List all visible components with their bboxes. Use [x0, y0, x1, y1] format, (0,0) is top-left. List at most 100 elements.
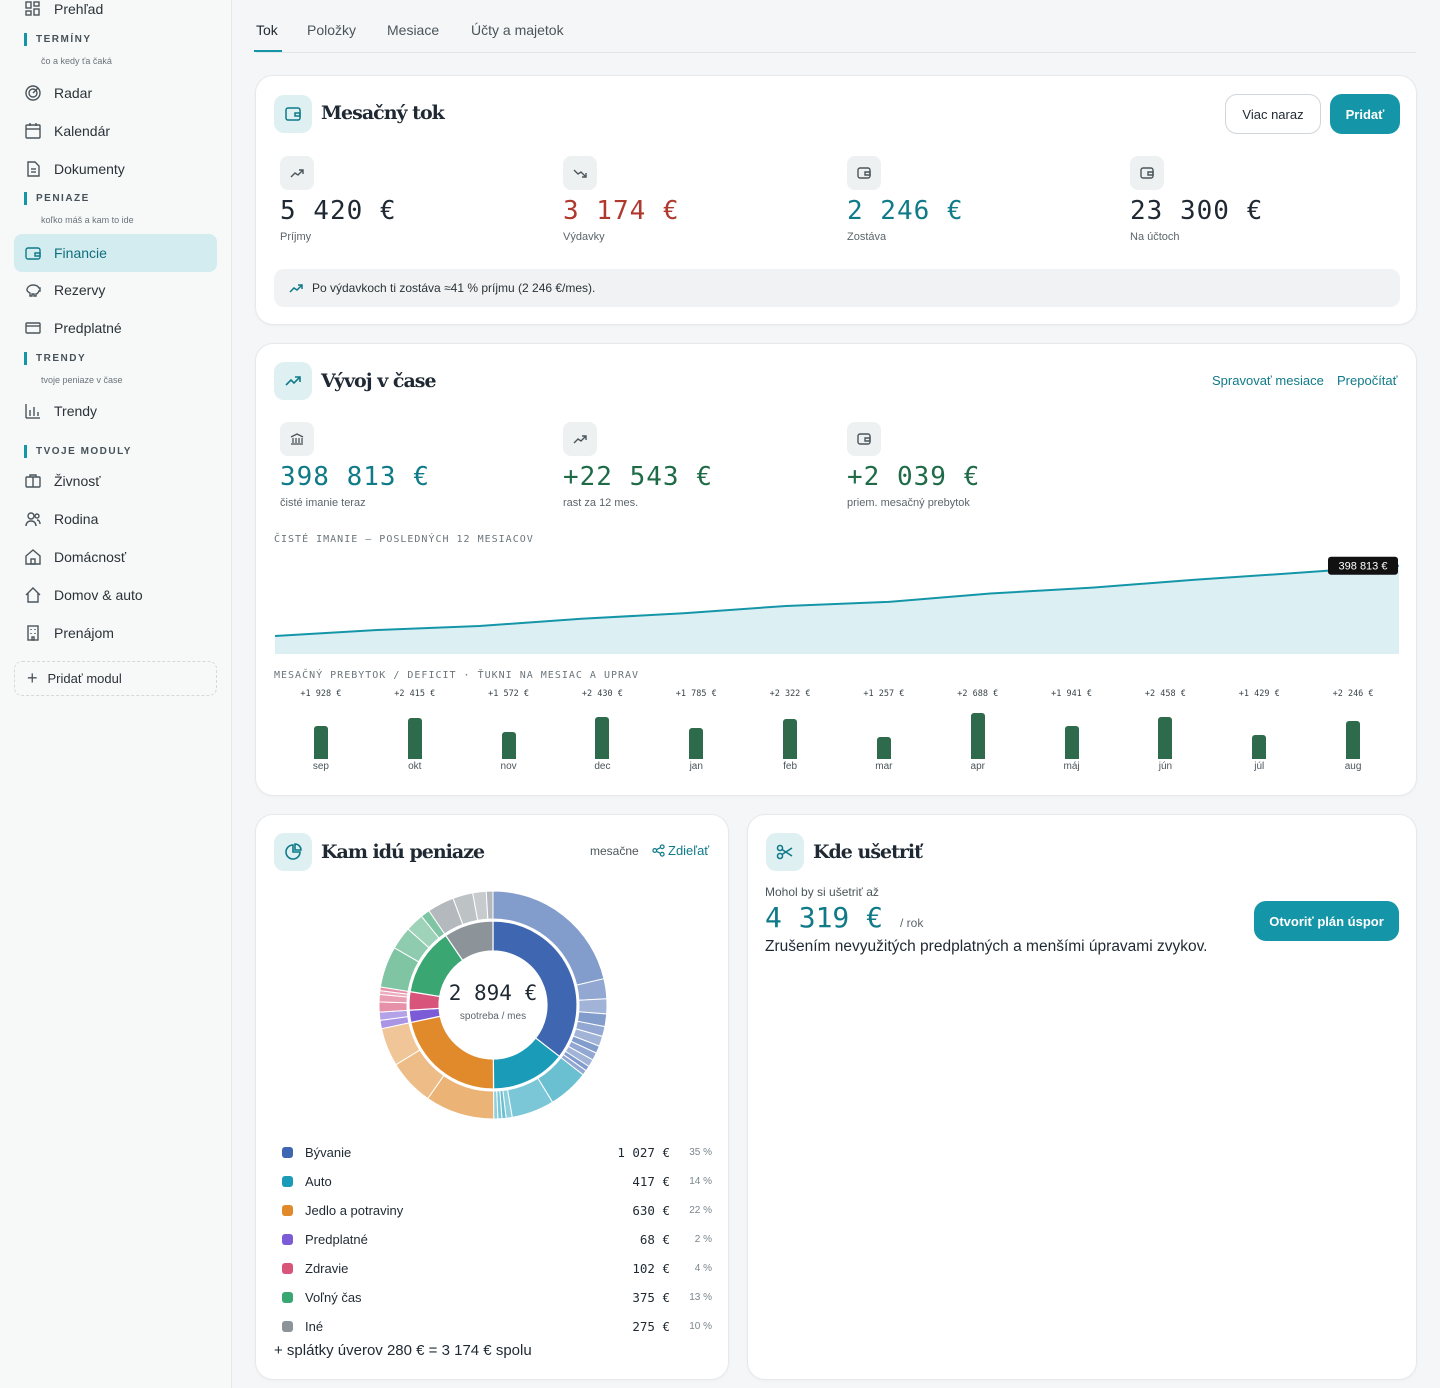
period-selector[interactable]: mesačne [590, 844, 639, 858]
legend-row[interactable]: Jedlo a potraviny 630 € 22 % [282, 1200, 712, 1220]
donut-slice-Iné [444, 920, 494, 962]
bar-nov[interactable]: +1 572 € nov [479, 689, 539, 772]
tab-ucty-majetok[interactable]: Účty a majetok [471, 22, 564, 38]
building-icon [24, 624, 42, 642]
add-module-button[interactable]: + Pridať modul [14, 661, 217, 696]
bar-rect [407, 718, 422, 759]
sidebar-item-label: Prenájom [54, 625, 114, 641]
bar-month-label: sep [312, 761, 329, 772]
recalculate-link[interactable]: Prepočítať [1337, 373, 1398, 388]
bar-value-label: +2 688 € [957, 689, 999, 699]
bar-júl[interactable]: +1 429 € júl [1229, 689, 1289, 772]
legend-percent: 14 % [689, 1175, 712, 1187]
sidebar-item-predplatne[interactable]: Predplatné [14, 309, 217, 347]
section-title: TRENDY [24, 352, 86, 365]
bar-jún[interactable]: +2 458 € jún [1135, 689, 1195, 772]
bar-sep[interactable]: +1 928 € sep [291, 689, 351, 772]
sidebar-item-radar[interactable]: Radar [14, 74, 217, 112]
bar-value-label: +1 785 € [675, 689, 717, 699]
legend-percent: 22 % [689, 1204, 712, 1216]
bar-month-label: júl [1254, 761, 1265, 772]
sidebar-item-label: Rodina [54, 511, 99, 527]
sidebar-item-zivnost[interactable]: Živnosť [14, 462, 217, 500]
donut-slice-Bývanie [492, 920, 578, 1058]
tab-polozky[interactable]: Položky [307, 22, 357, 38]
legend-percent: 10 % [689, 1320, 712, 1332]
radar-icon [24, 84, 42, 102]
remaining-label: Zostáva [847, 231, 887, 243]
share-label: Zdieľať [668, 843, 710, 858]
multi-add-button[interactable]: Viac naraz [1225, 94, 1321, 134]
donut-subslice [485, 890, 494, 920]
bar-month-label: jún [1158, 761, 1173, 772]
trend-up-icon [274, 362, 312, 400]
income-label: Príjmy [280, 231, 312, 243]
bar-value-label: +2 322 € [769, 689, 811, 699]
donut-center-value: 2 894 € [448, 981, 538, 1005]
sidebar-item-domov-auto[interactable]: Domov & auto [14, 576, 217, 614]
bar-rect [1064, 726, 1079, 759]
share-button[interactable]: Zdieľať [652, 843, 709, 858]
legend-percent: 35 % [689, 1146, 712, 1158]
bar-dec[interactable]: +2 430 € dec [572, 689, 632, 772]
sidebar-item-prenajom[interactable]: Prenájom [14, 614, 217, 652]
grid-icon [24, 0, 42, 18]
legend-swatch [282, 1146, 293, 1158]
info-text: Po výdavkoch ti zostáva ≈41 % príjmu (2 … [312, 281, 596, 295]
sidebar-item-kalendar[interactable]: Kalendár [14, 112, 217, 150]
sidebar-item-domacnost[interactable]: Domácnosť [14, 538, 217, 576]
people-icon [24, 510, 42, 528]
section-title: PENIAZE [24, 192, 90, 205]
donut-center-label: spotreba / mes [459, 1011, 527, 1022]
sidebar-item-dokumenty[interactable]: Dokumenty [14, 150, 217, 188]
legend-row[interactable]: Predplatné 68 € 2 % [282, 1229, 712, 1249]
sidebar-item-trendy[interactable]: Trendy [14, 392, 217, 430]
tab-tok[interactable]: Tok [256, 22, 278, 38]
bar-rect [501, 732, 516, 759]
sidebar-item-prehlad[interactable]: Prehľad [14, 0, 217, 28]
accounts-label: Na účtoch [1130, 231, 1180, 243]
bar-aug[interactable]: +2 246 € aug [1323, 689, 1383, 772]
legend-row[interactable]: Iné 275 € 10 % [282, 1316, 712, 1336]
savings-value: 4 319 € [765, 901, 884, 934]
scissors-icon [766, 833, 804, 871]
networth-area-fill [275, 565, 1399, 654]
bar-mar[interactable]: +1 257 € mar [854, 689, 914, 772]
sidebar-item-financie[interactable]: Financie [14, 234, 217, 272]
bar-apr[interactable]: +2 688 € apr [948, 689, 1008, 772]
bar-rect [1346, 721, 1361, 759]
add-button[interactable]: Pridať [1330, 94, 1400, 134]
bar-okt[interactable]: +2 415 € okt [385, 689, 445, 772]
income-value: 5 420 € [280, 196, 397, 226]
sidebar-item-label: Predplatné [54, 320, 122, 336]
growth-value: +22 543 € [563, 462, 713, 492]
sidebar-item-label: Trendy [54, 403, 98, 419]
bar-jan[interactable]: +1 785 € jan [666, 689, 726, 772]
open-savings-plan-button[interactable]: Otvoriť plán úspor [1254, 901, 1399, 941]
sidebar-item-rezervy[interactable]: Rezervy [14, 271, 217, 309]
legend-row[interactable]: Voľný čas 375 € 13 % [282, 1287, 712, 1307]
wallet-icon [1130, 156, 1164, 190]
bar-feb[interactable]: +2 322 € feb [760, 689, 820, 772]
growth-label: rast za 12 mes. [563, 497, 639, 509]
legend-row[interactable]: Zdravie 102 € 4 % [282, 1258, 712, 1278]
legend-row[interactable]: Auto 417 € 14 % [282, 1171, 712, 1191]
legend-swatch [282, 1175, 293, 1187]
sidebar-item-rodina[interactable]: Rodina [14, 500, 217, 538]
legend-row[interactable]: Bývanie 1 027 € 35 % [282, 1142, 712, 1162]
net-worth-label: čisté imanie teraz [280, 497, 366, 509]
avg-surplus-value: +2 039 € [847, 462, 981, 492]
legend-amount: 68 € [639, 1231, 670, 1247]
manage-months-link[interactable]: Spravovať mesiace [1212, 373, 1324, 388]
add-module-label: Pridať modul [47, 671, 122, 686]
legend-name: Jedlo a potraviny [305, 1202, 404, 1218]
tab-mesiace[interactable]: Mesiace [387, 22, 440, 38]
bar-value-label: +2 458 € [1144, 689, 1186, 699]
bar-rect [876, 737, 891, 759]
bar-month-label: okt [408, 761, 422, 772]
bar-máj[interactable]: +1 941 € máj [1042, 689, 1102, 772]
legend-name: Iné [305, 1318, 324, 1334]
bar-rect [783, 719, 798, 759]
legend-name: Predplatné [305, 1231, 368, 1247]
legend-amount: 102 € [632, 1260, 670, 1276]
